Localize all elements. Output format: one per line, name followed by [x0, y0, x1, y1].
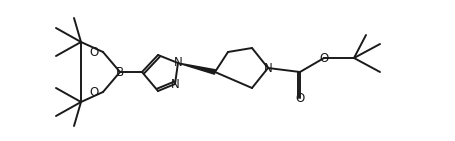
Text: N: N — [174, 57, 182, 70]
Text: O: O — [295, 92, 305, 104]
Text: O: O — [90, 85, 99, 99]
Text: B: B — [116, 66, 124, 79]
Text: N: N — [263, 61, 273, 74]
Polygon shape — [178, 63, 216, 74]
Text: O: O — [319, 51, 329, 64]
Text: N: N — [171, 78, 179, 91]
Text: O: O — [90, 46, 99, 59]
